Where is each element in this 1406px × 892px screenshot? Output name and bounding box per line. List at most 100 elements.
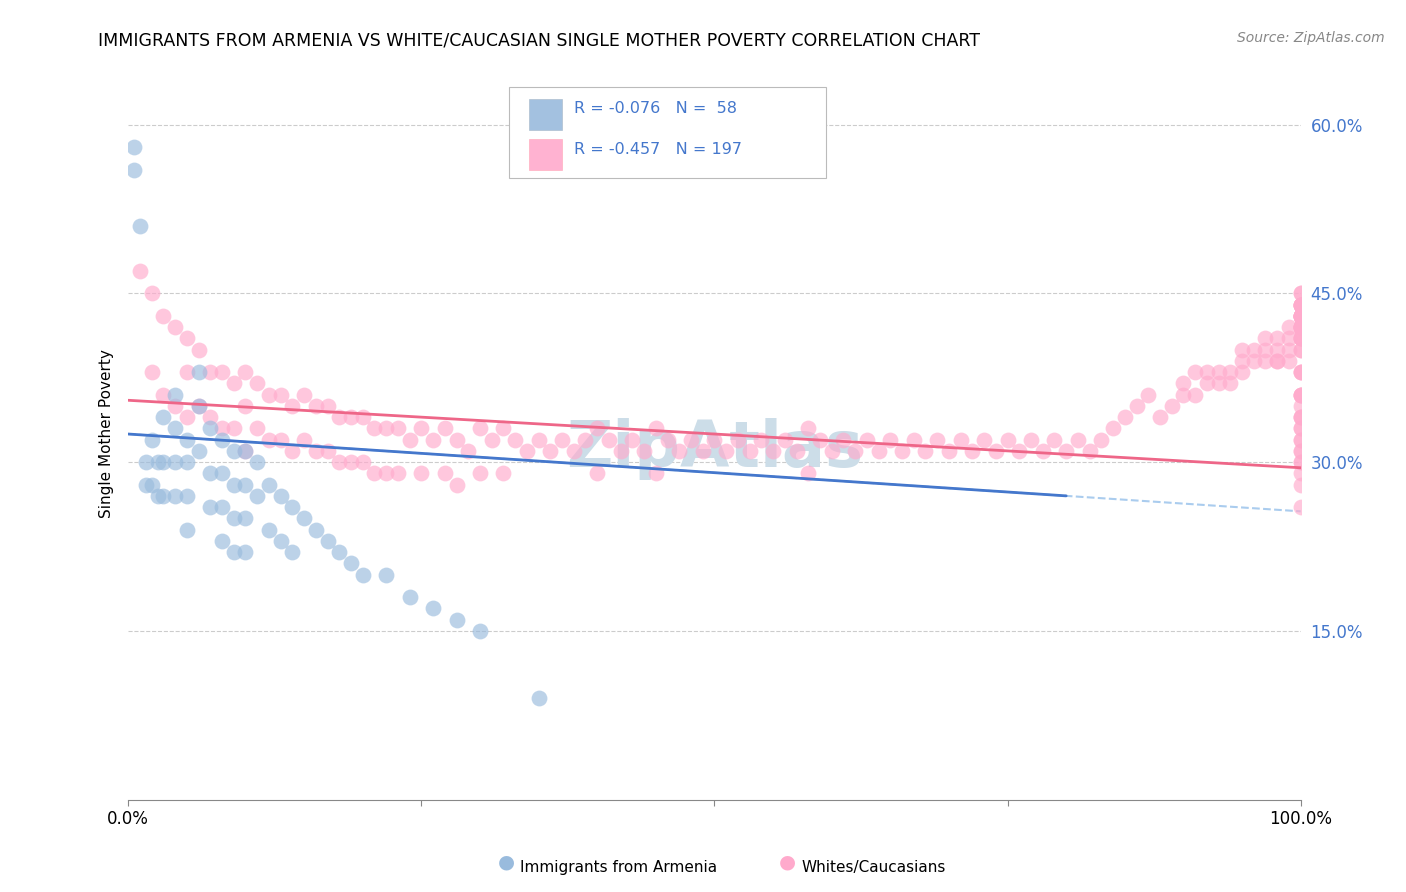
Point — [797, 421, 820, 435]
Point — [984, 443, 1007, 458]
Text: ●: ● — [779, 852, 796, 871]
Point — [352, 567, 374, 582]
Point — [165, 455, 187, 469]
Point — [1289, 298, 1312, 312]
Point — [187, 399, 209, 413]
FancyBboxPatch shape — [529, 99, 562, 130]
Point — [200, 500, 222, 515]
Point — [292, 511, 315, 525]
Point — [176, 365, 198, 379]
Point — [1289, 320, 1312, 334]
Point — [586, 421, 609, 435]
Point — [1289, 500, 1312, 515]
Point — [328, 455, 350, 469]
Point — [211, 533, 233, 548]
Point — [1008, 443, 1031, 458]
Point — [211, 500, 233, 515]
Point — [135, 477, 157, 491]
Point — [257, 477, 280, 491]
Point — [516, 443, 538, 458]
Point — [1289, 477, 1312, 491]
Point — [176, 433, 198, 447]
Point — [257, 523, 280, 537]
Point — [246, 376, 269, 391]
Point — [1289, 331, 1312, 345]
Point — [808, 433, 831, 447]
Point — [1289, 309, 1312, 323]
Point — [129, 264, 152, 278]
Point — [1254, 331, 1277, 345]
Point — [762, 443, 785, 458]
Point — [1230, 343, 1253, 357]
Point — [305, 399, 328, 413]
Point — [1219, 376, 1241, 391]
Point — [281, 443, 304, 458]
Point — [1173, 387, 1195, 401]
Point — [165, 387, 187, 401]
Point — [235, 443, 257, 458]
Point — [1289, 320, 1312, 334]
Point — [1289, 410, 1312, 425]
Point — [235, 477, 257, 491]
Point — [468, 467, 491, 481]
Point — [433, 467, 456, 481]
Text: Immigrants from Armenia: Immigrants from Armenia — [520, 860, 717, 874]
Point — [270, 489, 292, 503]
Point — [621, 433, 644, 447]
Point — [257, 387, 280, 401]
Point — [152, 489, 174, 503]
Point — [1289, 387, 1312, 401]
Text: IMMIGRANTS FROM ARMENIA VS WHITE/CAUCASIAN SINGLE MOTHER POVERTY CORRELATION CHA: IMMIGRANTS FROM ARMENIA VS WHITE/CAUCASI… — [98, 31, 980, 49]
Point — [141, 365, 163, 379]
Point — [468, 624, 491, 638]
Point — [200, 421, 222, 435]
Point — [1289, 365, 1312, 379]
Point — [446, 613, 468, 627]
Point — [1289, 320, 1312, 334]
Point — [1090, 433, 1112, 447]
Point — [598, 433, 620, 447]
Point — [411, 467, 433, 481]
Point — [292, 387, 315, 401]
Point — [281, 399, 304, 413]
Point — [211, 467, 233, 481]
Point — [222, 376, 245, 391]
Point — [352, 455, 374, 469]
Point — [1278, 331, 1301, 345]
Point — [1184, 365, 1206, 379]
Point — [503, 433, 526, 447]
Point — [1243, 354, 1265, 368]
Point — [1102, 421, 1125, 435]
Point — [1160, 399, 1182, 413]
Point — [200, 467, 222, 481]
Text: ZipAtlas: ZipAtlas — [567, 417, 863, 480]
Point — [363, 467, 385, 481]
Point — [135, 455, 157, 469]
Point — [235, 365, 257, 379]
Y-axis label: Single Mother Poverty: Single Mother Poverty — [100, 350, 114, 518]
Point — [176, 331, 198, 345]
Point — [152, 309, 174, 323]
Text: R = -0.076   N =  58: R = -0.076 N = 58 — [574, 102, 737, 117]
Point — [165, 421, 187, 435]
Point — [492, 467, 515, 481]
Point — [187, 343, 209, 357]
Point — [235, 511, 257, 525]
Point — [176, 523, 198, 537]
Point — [1278, 343, 1301, 357]
Point — [281, 500, 304, 515]
Point — [187, 443, 209, 458]
Point — [1289, 309, 1312, 323]
Point — [1289, 467, 1312, 481]
Point — [176, 455, 198, 469]
Point — [1265, 343, 1288, 357]
Text: R = -0.457   N = 197: R = -0.457 N = 197 — [574, 142, 742, 157]
Point — [1278, 354, 1301, 368]
Point — [375, 567, 398, 582]
Point — [1289, 399, 1312, 413]
Point — [375, 467, 398, 481]
Point — [1289, 443, 1312, 458]
Point — [962, 443, 984, 458]
Point — [1043, 433, 1066, 447]
Point — [481, 433, 503, 447]
